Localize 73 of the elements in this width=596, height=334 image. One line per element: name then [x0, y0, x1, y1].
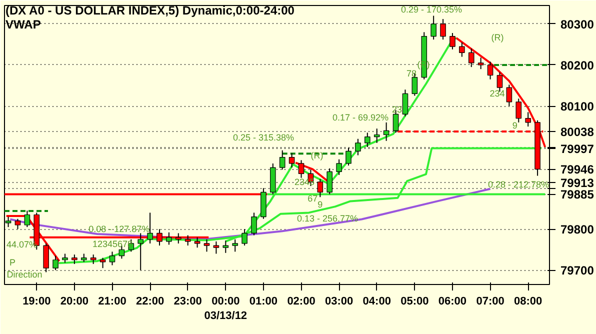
- candlestick: [525, 112, 531, 128]
- y-tick-label: 79997: [560, 142, 594, 156]
- x-tick-label: 01:00: [249, 296, 278, 308]
- candlestick: [242, 228, 248, 246]
- annotation: 0.13 - 256.77%: [296, 214, 358, 224]
- candlestick: [346, 147, 352, 166]
- y-tick-label: 80038: [560, 124, 594, 139]
- annotation: 78: [406, 68, 417, 79]
- y-tick-label: 79800: [560, 222, 594, 237]
- x-tick-label: 04:00: [362, 296, 391, 308]
- x-tick-label: 08:00: [514, 296, 542, 308]
- candlestick: [213, 240, 220, 254]
- x-tick-label: 06:00: [438, 296, 467, 308]
- x-tick-label: 02:00: [287, 296, 316, 308]
- annotation: 9: [318, 200, 323, 210]
- candlestick: [62, 253, 68, 264]
- x-tick-label: 19:00: [22, 296, 51, 308]
- annotation: 0.25 - 315.38%: [232, 132, 294, 142]
- candlestick: [90, 254, 96, 264]
- x-tick-label: 03:00: [324, 296, 354, 308]
- x-tick-label: 20:00: [60, 296, 89, 308]
- annotation: 234: [490, 88, 505, 98]
- candlestick: [355, 138, 361, 156]
- candlestick: [14, 218, 21, 230]
- x-tick-label: 22:00: [136, 296, 164, 308]
- candlestick: [364, 132, 370, 148]
- candlestick: [516, 98, 522, 123]
- candlestick: [336, 158, 342, 176]
- y-tick-label: 80100: [560, 100, 594, 114]
- candlestick: [459, 42, 465, 58]
- y-tick-label: 80200: [560, 58, 594, 72]
- candlestick: [374, 128, 380, 144]
- candlestick: [326, 168, 333, 195]
- annotation: Direction: [6, 270, 42, 280]
- annotation: 0.17 - 69.92%: [332, 112, 389, 122]
- candlestick: [222, 240, 229, 254]
- annotation: 0.28 - 212.78%: [488, 180, 550, 190]
- x-tick-label: 23:00: [174, 296, 202, 308]
- x-tick-label: 00:00 03/13/12: [204, 296, 248, 322]
- y-tick-label: 79946: [560, 162, 594, 177]
- candlestick: [279, 150, 286, 170]
- candlestick: [100, 257, 106, 269]
- candlestick: [383, 122, 390, 142]
- chart-title: (DX A0 - US DOLLAR INDEX,5) Dynamic,0:00-24:00: [6, 4, 295, 18]
- annotation: 0.08 - 127.87%: [88, 224, 150, 234]
- annotation: 0.29 - 170.35%: [400, 4, 462, 14]
- x-tick-label: 21:00: [98, 296, 126, 308]
- annotation: (R): [310, 150, 324, 160]
- candlestick: [251, 212, 257, 236]
- annotation: 67: [308, 193, 318, 204]
- annotation: (R): [417, 60, 430, 70]
- x-tick-label: 07:00: [476, 296, 504, 308]
- candlestick: [478, 57, 484, 70]
- y-tick-label: 79913: [560, 176, 594, 190]
- annotation: 9: [512, 120, 518, 130]
- annotation: (R): [491, 32, 504, 42]
- candlestick: [402, 89, 408, 117]
- y-tick-label: 80300: [560, 17, 594, 32]
- candlestick: [468, 48, 474, 68]
- candlestick: [109, 251, 116, 266]
- candlestick: [317, 178, 324, 198]
- annotation: P: [10, 258, 16, 268]
- candlestick: [506, 84, 512, 107]
- annotation: 23: [392, 104, 402, 114]
- text: VWAP: [6, 18, 41, 32]
- candlestick: [24, 210, 30, 228]
- candlestick: [487, 61, 494, 80]
- y-tick-label: 79885: [560, 188, 594, 202]
- candlestick: [232, 238, 238, 252]
- x-tick-label: 05:00: [400, 296, 429, 308]
- candlestick: [166, 232, 172, 246]
- candlestick: [72, 254, 78, 264]
- y-tick-label: 79700: [560, 264, 594, 278]
